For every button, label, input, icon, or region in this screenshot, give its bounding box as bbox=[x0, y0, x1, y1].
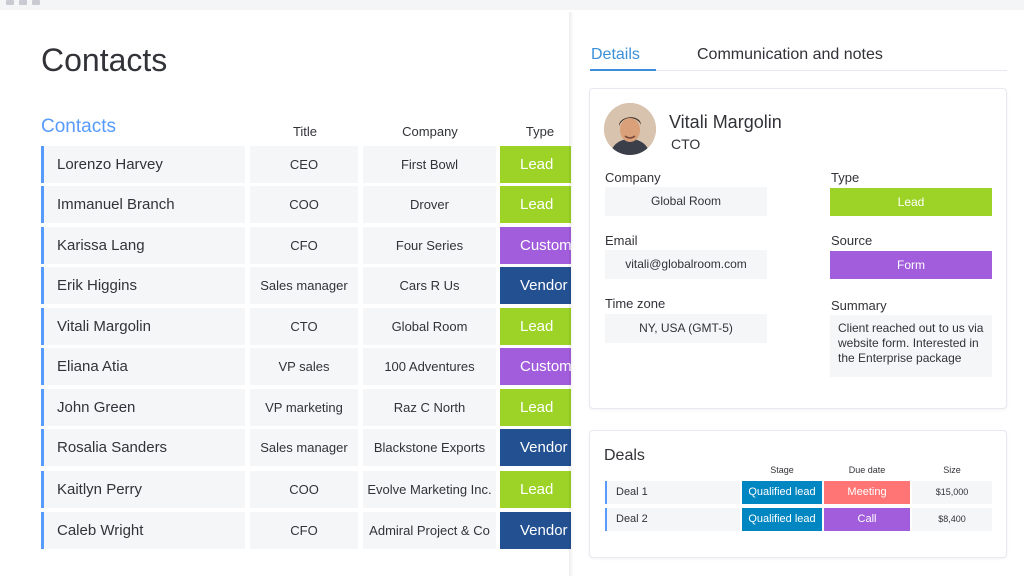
contact-type-status[interactable]: Lead bbox=[500, 308, 571, 345]
contact-name-cell[interactable]: Lorenzo Harvey bbox=[41, 146, 245, 183]
summary-label: Summary bbox=[831, 298, 887, 313]
company-label: Company bbox=[605, 170, 661, 185]
deal-size-cell[interactable]: $15,000 bbox=[912, 481, 992, 504]
company-field[interactable]: Global Room bbox=[605, 187, 767, 216]
contact-title-cell[interactable]: VP marketing bbox=[250, 389, 358, 426]
active-tab-indicator bbox=[590, 69, 656, 71]
window-top-bar bbox=[0, 0, 1024, 10]
contact-company-cell[interactable]: First Bowl bbox=[363, 146, 496, 183]
type-label: Type bbox=[831, 170, 860, 185]
contact-type-status[interactable]: Customer bbox=[500, 227, 571, 264]
contact-company-cell[interactable]: Raz C North bbox=[363, 389, 496, 426]
contact-type-status[interactable]: Vendor bbox=[500, 429, 571, 466]
source-label: Source bbox=[831, 233, 873, 248]
contact-company-cell[interactable]: Evolve Marketing Inc. bbox=[363, 471, 496, 508]
table-row[interactable]: Vitali Margolin CTO Global Room Lead bbox=[41, 308, 571, 345]
timezone-field[interactable]: NY, USA (GMT-5) bbox=[605, 314, 767, 343]
contact-title-cell[interactable]: VP sales bbox=[250, 348, 358, 385]
deals-header-stage[interactable]: Stage bbox=[770, 465, 794, 475]
tab-details[interactable]: Details bbox=[591, 46, 640, 63]
panel-divider bbox=[569, 12, 574, 576]
email-field[interactable]: vitali@globalroom.com bbox=[605, 250, 767, 279]
contact-name-cell[interactable]: Immanuel Branch bbox=[41, 186, 245, 223]
window-dot-icon bbox=[19, 0, 27, 5]
table-row[interactable]: Immanuel Branch COO Drover Lead bbox=[41, 186, 571, 223]
contact-name-cell[interactable]: Vitali Margolin bbox=[41, 308, 245, 345]
email-label: Email bbox=[605, 233, 638, 248]
deals-header-size[interactable]: Size bbox=[943, 465, 961, 475]
deal-due-status[interactable]: Call bbox=[824, 508, 910, 531]
deal-stage-status[interactable]: Qualified lead bbox=[742, 481, 822, 504]
page-title: Contacts bbox=[41, 42, 168, 78]
table-row[interactable]: Kaitlyn Perry COO Evolve Marketing Inc. … bbox=[41, 471, 571, 508]
deal-name-cell[interactable]: Deal 2 bbox=[605, 508, 740, 531]
deal-due-status[interactable]: Meeting bbox=[824, 481, 910, 504]
contact-type-status[interactable]: Customer bbox=[500, 348, 571, 385]
table-row[interactable]: Lorenzo Harvey CEO First Bowl Lead bbox=[41, 146, 571, 183]
contact-name-cell[interactable]: Caleb Wright bbox=[41, 512, 245, 549]
contact-name-cell[interactable]: Karissa Lang bbox=[41, 227, 245, 264]
contact-company-cell[interactable]: Global Room bbox=[363, 308, 496, 345]
contact-title-cell[interactable]: COO bbox=[250, 186, 358, 223]
deals-title: Deals bbox=[604, 447, 645, 464]
contact-company-cell[interactable]: Admiral Project & Co bbox=[363, 512, 496, 549]
contact-name-cell[interactable]: Eliana Atia bbox=[41, 348, 245, 385]
person-name: Vitali Margolin bbox=[669, 112, 782, 132]
deal-stage-status[interactable]: Qualified lead bbox=[742, 508, 822, 531]
contact-title-cell[interactable]: CFO bbox=[250, 227, 358, 264]
timezone-label: Time zone bbox=[605, 296, 666, 311]
summary-field[interactable]: Client reached out to us via website for… bbox=[830, 315, 992, 377]
contact-name-cell[interactable]: John Green bbox=[41, 389, 245, 426]
contact-type-status[interactable]: Vendor bbox=[500, 267, 571, 304]
deal-row[interactable]: Deal 2 Qualified lead Call $8,400 bbox=[605, 508, 992, 531]
column-header-title[interactable]: Title bbox=[292, 124, 318, 139]
table-row[interactable]: Rosalia Sanders Sales manager Blackstone… bbox=[41, 429, 571, 466]
contact-title-cell[interactable]: CEO bbox=[250, 146, 358, 183]
contact-type-status[interactable]: Lead bbox=[500, 471, 571, 508]
contact-company-cell[interactable]: Blackstone Exports bbox=[363, 429, 496, 466]
deal-row[interactable]: Deal 1 Qualified lead Meeting $15,000 bbox=[605, 481, 992, 504]
person-title: CTO bbox=[671, 136, 701, 152]
contact-name-cell[interactable]: Kaitlyn Perry bbox=[41, 471, 245, 508]
table-row[interactable]: John Green VP marketing Raz C North Lead bbox=[41, 389, 571, 426]
contact-title-cell[interactable]: CTO bbox=[250, 308, 358, 345]
contact-title-cell[interactable]: CFO bbox=[250, 512, 358, 549]
column-header-company[interactable]: Company bbox=[402, 124, 458, 139]
contact-company-cell[interactable]: Four Series bbox=[363, 227, 496, 264]
contact-company-cell[interactable]: Cars R Us bbox=[363, 267, 496, 304]
contact-title-cell[interactable]: Sales manager bbox=[250, 267, 358, 304]
contact-company-cell[interactable]: Drover bbox=[363, 186, 496, 223]
type-status[interactable]: Lead bbox=[830, 188, 992, 216]
table-row[interactable]: Karissa Lang CFO Four Series Customer bbox=[41, 227, 571, 264]
table-row[interactable]: Caleb Wright CFO Admiral Project & Co Ve… bbox=[41, 512, 571, 549]
column-header-type[interactable]: Type bbox=[525, 124, 555, 139]
contact-company-cell[interactable]: 100 Adventures bbox=[363, 348, 496, 385]
contact-name-cell[interactable]: Rosalia Sanders bbox=[41, 429, 245, 466]
tab-communication-and-notes[interactable]: Communication and notes bbox=[697, 46, 883, 63]
deal-name-cell[interactable]: Deal 1 bbox=[605, 481, 740, 504]
deal-size-cell[interactable]: $8,400 bbox=[912, 508, 992, 531]
source-status[interactable]: Form bbox=[830, 251, 992, 279]
table-row[interactable]: Erik Higgins Sales manager Cars R Us Ven… bbox=[41, 267, 571, 304]
avatar bbox=[604, 103, 656, 155]
group-title[interactable]: Contacts bbox=[41, 116, 116, 137]
window-dot-icon bbox=[32, 0, 40, 5]
deals-header-due-date[interactable]: Due date bbox=[848, 465, 886, 475]
contact-name-cell[interactable]: Erik Higgins bbox=[41, 267, 245, 304]
contact-title-cell[interactable]: Sales manager bbox=[250, 429, 358, 466]
contact-type-status[interactable]: Lead bbox=[500, 389, 571, 426]
window-dot-icon bbox=[6, 0, 14, 5]
contact-type-status[interactable]: Vendor bbox=[500, 512, 571, 549]
contact-title-cell[interactable]: COO bbox=[250, 471, 358, 508]
contact-type-status[interactable]: Lead bbox=[500, 146, 571, 183]
contact-type-status[interactable]: Lead bbox=[500, 186, 571, 223]
tab-divider bbox=[656, 70, 1007, 71]
table-row[interactable]: Eliana Atia VP sales 100 Adventures Cust… bbox=[41, 348, 571, 385]
